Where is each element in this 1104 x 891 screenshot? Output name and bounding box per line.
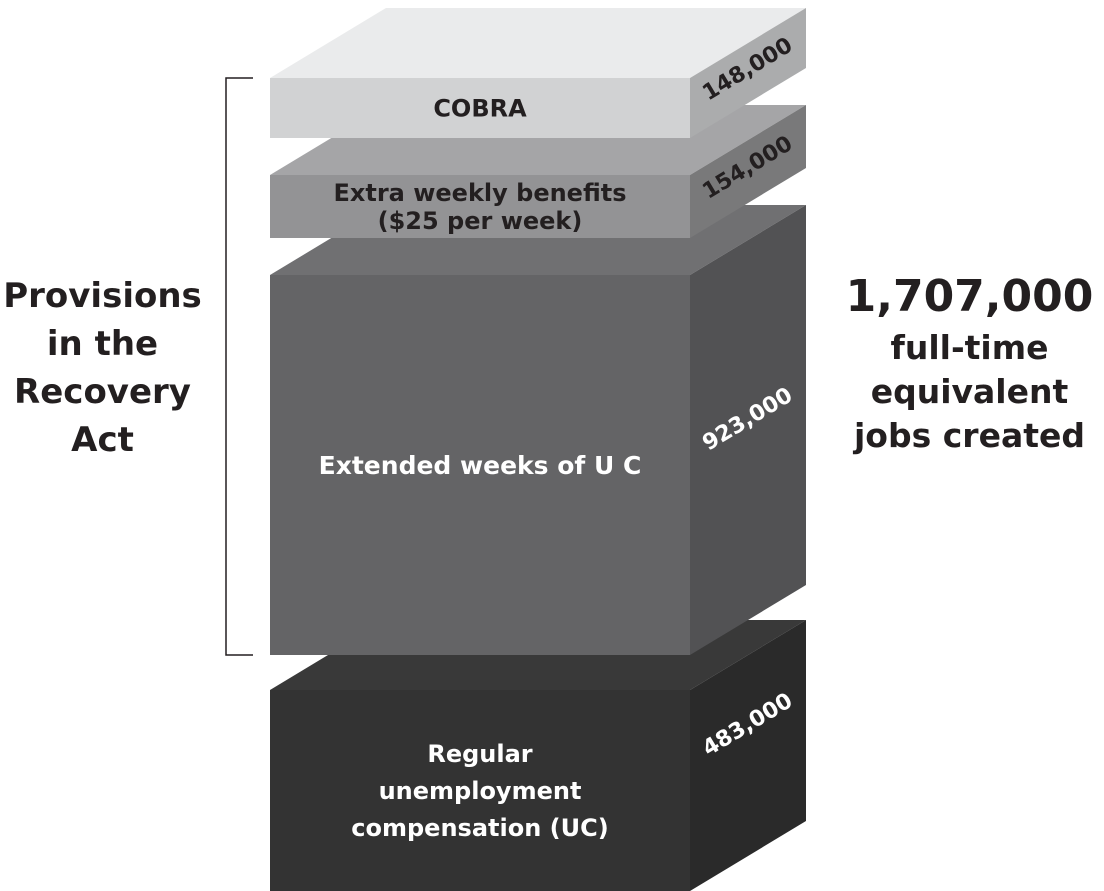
segment-label: Extra weekly benefits [333,179,626,207]
total-value: 1,707,000 [845,271,1094,322]
segment-side-face [690,620,806,891]
segment-front-face [270,690,690,891]
segment-label: ($25 per week) [378,207,583,235]
segment-front-face [270,78,690,138]
bracket-label-line: Act [71,420,134,460]
segment-label: unemployment [379,777,582,805]
segment-front-face [270,275,690,655]
bracket-label-line: in the [46,324,159,364]
total-caption-line: full-time [890,328,1049,367]
segment-side-face [690,205,806,655]
total-caption-line: equivalent [870,372,1069,411]
total-caption-line: jobs created [854,416,1085,455]
bracket-label-line: Provisions [3,276,202,316]
segment-label: COBRA [433,95,527,123]
segment-label: compensation (UC) [351,814,608,842]
segment-side-face [690,105,806,238]
segment-front-face [270,175,690,238]
segment-top-face [270,8,806,78]
segment-label: Extended weeks of U C [319,451,642,480]
bracket-label-line: Recovery [14,372,191,412]
segment-side-face [690,8,806,138]
segment-label: Regular [427,740,532,768]
bracket-label: Provisions in the Recovery Act [0,272,205,464]
total-annotation: 1,707,000 full-time equivalent jobs crea… [835,268,1104,458]
provisions-bracket [225,77,253,656]
